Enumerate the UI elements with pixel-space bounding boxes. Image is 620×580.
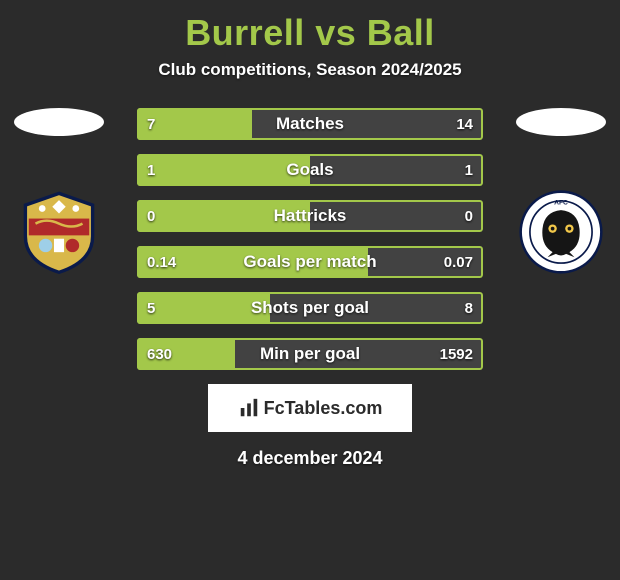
page-title: Burrell vs Ball [0,0,620,54]
stat-bars: 7Matches14 1Goals1 0Hattricks0 0.14Goals pe… [137,108,483,370]
stat-right-value: 0 [465,200,473,232]
stat-row: 0.14Goals per match0.07 [137,246,483,278]
stat-right-value: 0.07 [444,246,473,278]
fctables-watermark: FcTables.com [208,384,412,432]
stat-row: 5Shots per goal8 [137,292,483,324]
right-player-ellipse [516,108,606,136]
stat-row: 1Goals1 [137,154,483,186]
right-club-crest: AFC [519,190,603,274]
stat-row: 0Hattricks0 [137,200,483,232]
left-club-crest [17,190,101,274]
stat-label: Hattricks [137,200,483,232]
stat-label: Min per goal [137,338,483,370]
stat-right-value: 14 [456,108,473,140]
left-player-badge [14,108,104,274]
stat-label: Matches [137,108,483,140]
fctables-label: FcTables.com [264,398,383,419]
stat-right-value: 8 [465,292,473,324]
stat-right-value: 1592 [440,338,473,370]
subtitle: Club competitions, Season 2024/2025 [0,60,620,80]
svg-text:AFC: AFC [554,199,568,206]
stat-label: Goals [137,154,483,186]
stat-row: 630Min per goal1592 [137,338,483,370]
stat-label: Goals per match [137,246,483,278]
comparison-panel: AFC 7Matches14 1Goals1 0Hattricks0 0.14Goal… [0,108,620,469]
stat-row: 7Matches14 [137,108,483,140]
chart-icon [238,397,260,419]
left-player-ellipse [14,108,104,136]
stat-right-value: 1 [465,154,473,186]
date-label: 4 december 2024 [0,448,620,469]
stat-label: Shots per goal [137,292,483,324]
right-player-badge: AFC [516,108,606,274]
